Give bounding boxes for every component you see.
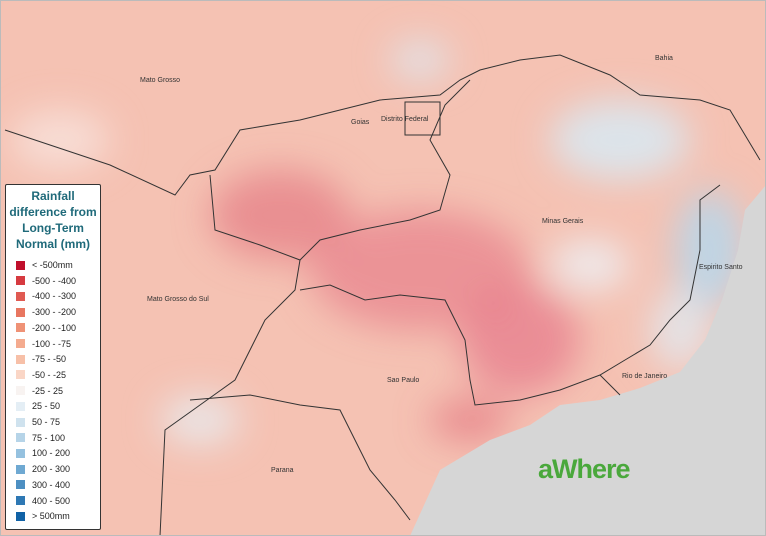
legend-swatch: [16, 417, 25, 427]
legend-item: -25 - 25: [16, 384, 63, 398]
legend-label: -25 - 25: [32, 385, 64, 396]
ocean: [410, 185, 766, 536]
legend-swatch: [16, 480, 25, 490]
legend-item: < -500mm: [16, 258, 73, 272]
region-label: Goias: [351, 119, 370, 126]
legend-label: -400 - -300: [32, 291, 77, 302]
legend: Rainfall difference from Long-Term Norma…: [5, 184, 101, 530]
legend-label: < -500mm: [32, 260, 73, 270]
region-label: Sao Paulo: [387, 377, 419, 384]
legend-label: 75 - 100: [32, 432, 66, 443]
legend-item: -400 - -300: [16, 289, 76, 303]
legend-swatch: [16, 307, 25, 317]
legend-title: Rainfall difference from Long-Term Norma…: [9, 189, 97, 251]
legend-swatch: [16, 464, 25, 474]
legend-item: -200 - -100: [16, 321, 76, 335]
logo: aWhere: [538, 454, 631, 484]
legend-item: 100 - 200: [16, 446, 70, 460]
state-borders: [4, 54, 761, 536]
legend-swatch: [16, 339, 25, 348]
legend-item: -500 - -400: [16, 274, 76, 288]
legend-swatch: [16, 433, 25, 443]
region-label: Espirito Santo: [699, 264, 743, 271]
legend-label: 100 - 200: [32, 448, 71, 459]
legend-label: 50 - 75: [32, 417, 61, 427]
legend-label: > 500mm: [32, 511, 70, 522]
legend-item: -75 - -50: [16, 352, 66, 366]
region-label: Mato Grosso: [140, 77, 180, 84]
region-label: Rio de Janeiro: [622, 373, 667, 380]
legend-label: -50 - -25: [32, 369, 67, 380]
region-label: Bahia: [655, 55, 673, 62]
legend-swatch: [16, 354, 25, 364]
legend-swatch: [16, 260, 25, 270]
legend-item: > 500mm: [16, 509, 70, 523]
legend-label: 300 - 400: [32, 479, 71, 490]
legend-label: -300 - -200: [32, 307, 77, 318]
region-label: Distrito Federal: [381, 116, 429, 123]
legend-item: 300 - 400: [16, 478, 70, 492]
legend-item: -300 - -200: [16, 305, 76, 319]
legend-item: -100 - -75: [16, 337, 71, 351]
legend-item: 200 - 300: [16, 462, 70, 476]
legend-item: 400 - 500: [16, 494, 70, 508]
legend-swatch: [16, 323, 25, 333]
legend-swatch: [16, 276, 25, 286]
legend-label: -200 - -100: [32, 322, 77, 333]
legend-swatch: [16, 370, 25, 380]
legend-swatch: [16, 511, 25, 521]
legend-label: -100 - -75: [32, 338, 72, 349]
region-label: Mato Grosso do Sul: [147, 296, 209, 303]
region-label: Parana: [271, 467, 294, 474]
rainfall-pattern: [10, 40, 745, 445]
legend-label: -75 - -50: [32, 354, 67, 365]
legend-item: 50 - 75: [16, 415, 60, 429]
legend-item: -50 - -25: [16, 368, 66, 382]
legend-swatch: [16, 291, 25, 301]
legend-item: 25 - 50: [16, 399, 60, 413]
legend-swatch: [16, 386, 25, 396]
legend-label: 400 - 500: [32, 495, 71, 506]
legend-item: 75 - 100: [16, 431, 65, 445]
legend-swatch: [16, 496, 25, 505]
legend-swatch: [16, 401, 25, 411]
region-label: Minas Gerais: [542, 218, 584, 225]
legend-swatch: [16, 448, 25, 458]
legend-label: 200 - 300: [32, 464, 71, 475]
legend-label: -500 - -400: [32, 275, 77, 286]
legend-label: 25 - 50: [32, 401, 61, 412]
